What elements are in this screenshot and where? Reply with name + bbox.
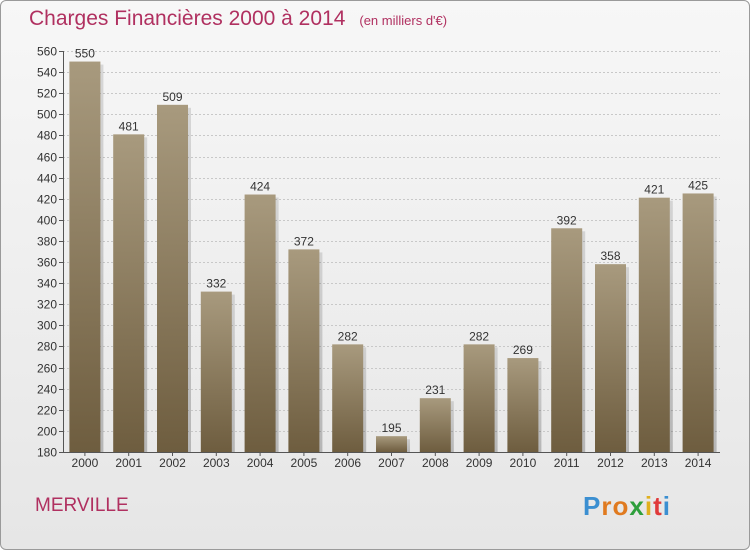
y-tick-label: 380 [37,235,57,249]
logo-letter: t [653,491,663,521]
bar [200,291,232,452]
bar-value-label: 481 [119,119,139,133]
x-tick-label: 2009 [466,456,493,470]
bar-value-label: 269 [513,343,533,357]
x-tick-label: 2005 [291,456,318,470]
bar-value-label: 332 [206,277,226,291]
y-tick-label: 400 [37,214,57,228]
y-tick-label: 420 [37,193,57,207]
x-tick-label: 2007 [378,456,405,470]
axes: 180 200 220 240 260 280 300 320 340 360 380 400 420 4… [37,45,720,470]
x-tick-label: 2013 [641,456,668,470]
bar-value-label: 195 [381,421,401,435]
bar [332,344,364,452]
logo-letter: o [612,491,630,521]
logo-letter: P [583,491,602,521]
y-tick-label: 520 [37,87,57,101]
y-tick-label: 280 [37,340,57,354]
bar [507,358,539,452]
bar-value-label: 424 [250,180,270,194]
x-tick-label: 2010 [510,456,537,470]
y-tick-label: 440 [37,172,57,186]
bar-value-label: 282 [338,329,358,343]
bar [595,264,626,452]
bar [376,436,407,452]
bar-value-label: 392 [557,213,577,227]
bar [419,398,451,452]
bar-value-label: 282 [469,329,489,343]
bar-value-label: 550 [75,47,95,61]
bar-value-label: 421 [644,183,664,197]
bar-value-label: 372 [294,234,314,248]
bar [682,193,714,453]
x-tick-label: 2011 [554,456,580,470]
bar [69,61,101,452]
bar-value-label: 231 [425,383,445,397]
bar [463,344,495,452]
commune-name: MERVILLE [35,495,129,516]
y-tick-label: 180 [37,446,57,460]
bar [638,197,670,452]
y-tick-label: 360 [37,256,57,270]
y-tick-label: 220 [37,404,57,418]
x-tick-label: 2014 [685,456,712,470]
title-unit: (en milliers d'€) [359,13,448,28]
bar [551,228,583,452]
y-tick-label: 260 [37,362,57,376]
x-tick-label: 2012 [597,456,624,470]
bar [244,194,276,452]
bars: 550 481 509 332 424 372 282 195 231 282 269 392 358 4… [69,47,717,453]
bar [157,104,188,452]
chart-title: Charges Financières 2000 à 2014 (en milli… [29,7,447,31]
logo-letter: r [601,491,613,521]
y-tick-label: 240 [37,383,57,397]
bar-value-label: 509 [162,90,182,104]
bar-value-label: 425 [688,178,708,192]
y-tick-label: 340 [37,277,57,291]
x-tick-label: 2004 [247,456,274,470]
y-tick-label: 300 [37,319,57,333]
y-tick-label: 480 [37,129,57,143]
y-tick-label: 560 [37,45,57,59]
x-tick-label: 2001 [115,456,142,470]
x-tick-label: 2008 [422,456,449,470]
title-main: Charges Financières 2000 à 2014 [29,7,346,30]
y-tick-label: 500 [37,108,57,122]
bar [113,134,145,452]
y-tick-label: 200 [37,425,57,439]
y-tick-label: 320 [37,298,57,312]
x-tick-label: 2003 [203,456,230,470]
logo-letter: x [629,491,645,521]
y-tick-label: 540 [37,66,57,80]
x-tick-label: 2000 [72,456,99,470]
bar [288,249,320,452]
y-tick-label: 460 [37,151,57,165]
logo-letter: i [662,491,671,521]
logo-letter: i [644,491,654,521]
x-tick-label: 2002 [159,456,186,470]
bar-value-label: 358 [600,249,620,263]
x-tick-label: 2006 [334,456,361,470]
proxiti-logo[interactable]: Proxiti [583,491,671,522]
